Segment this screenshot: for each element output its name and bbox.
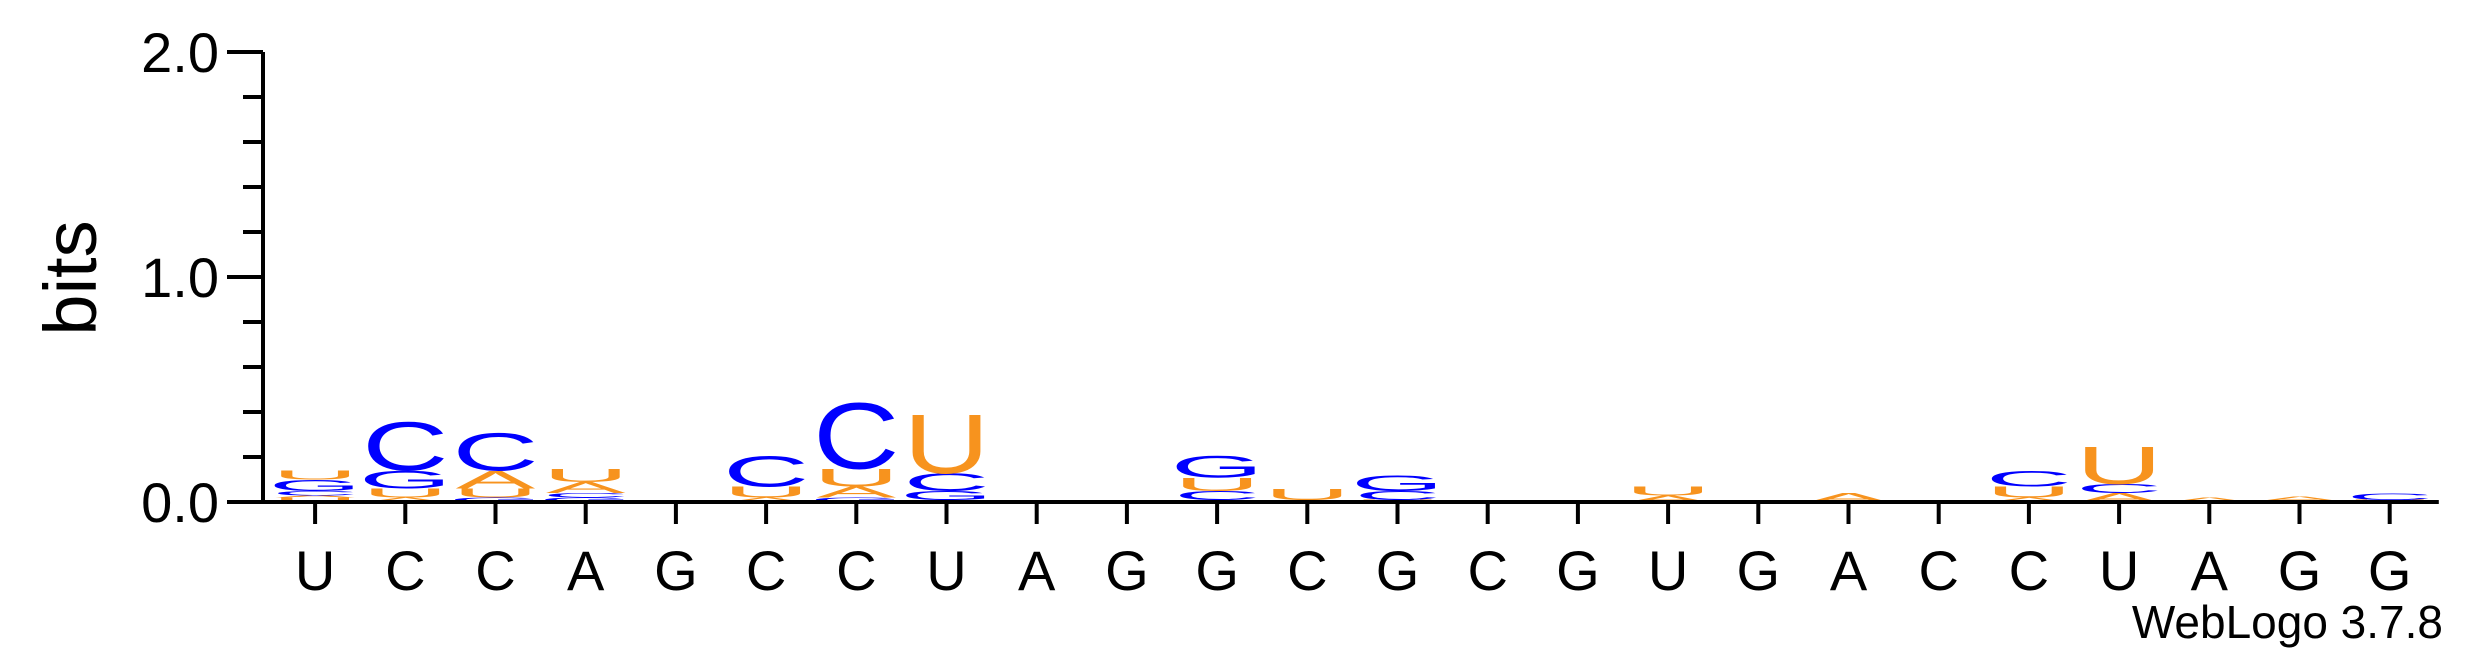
x-tick-label: U [1648,539,1688,602]
logo-letter-U: U [272,468,358,482]
x-tick-label: A [2191,539,2229,602]
logo-letter-U: U [1264,486,1350,504]
x-tick-label: C [836,539,876,602]
x-tick-label: A [567,539,605,602]
logo-letter-G: G [900,488,993,502]
x-tick-label: U [2099,539,2139,602]
logo-letter-C: C [813,383,899,488]
logo-letter-C: C [1354,488,1440,502]
logo-letter-A: A [546,479,626,497]
logo-letter-A: A [2169,496,2249,503]
logo-letter-U: U [2076,435,2162,495]
x-tick-label: A [1830,539,1868,602]
x-tick-label: C [1287,539,1327,602]
logo-letter-U: U [813,464,899,492]
logo-letter-C: C [362,408,448,485]
logo-letter-C: C [723,447,809,496]
x-tick-label: G [1556,539,1600,602]
logo-letter-G: G [269,477,362,495]
y-tick-label: 1.0 [141,246,219,309]
logo-letter-C: C [543,492,629,499]
logo-letter-A: A [1989,496,2069,503]
logo-letter-C: C [2076,482,2162,496]
logo-letter-G: G [1351,471,1444,496]
logo-letter-U: U [1625,484,1711,498]
logo-letter-C: C [272,490,358,497]
logo-letter-C: C [452,422,538,482]
x-tick-label: C [2009,539,2049,602]
y-tick-label: 2.0 [141,21,219,84]
x-tick-label: U [926,539,966,602]
x-tick-label: G [1737,539,1781,602]
axes: 0.01.02.0U C C A G C C U A G G C G C G U G A C C U A G G [141,21,2439,602]
x-tick-label: G [1105,539,1149,602]
logo-letter-G: G [449,496,542,503]
y-tick-label: 0.0 [141,471,219,534]
logo-letter-U: U [723,483,809,501]
x-tick-label: C [1467,539,1507,602]
logo-letter-G: G [539,496,632,503]
logo-letter-A: A [456,466,536,494]
x-tick-label: C [1918,539,1958,602]
logo-letter-A: A [2260,495,2340,502]
logo-letter-U: U [1986,483,2072,501]
logo-letter-G: G [810,496,903,503]
x-tick-label: G [654,539,698,602]
logo-letter-A: A [1628,493,1708,504]
x-tick-label: G [2368,539,2412,602]
logo-letter-G: G [359,466,452,494]
logo-letter-A: A [365,496,445,503]
logo-letter-C: C [2347,491,2433,502]
x-tick-label: C [385,539,425,602]
logo-letter-C: C [903,468,989,496]
logo-letter-A: A [726,496,806,503]
x-tick-label: C [746,539,786,602]
logo-letter-G: G [1171,449,1264,484]
logo-letter-U: U [452,486,538,500]
logo-letter-U: U [903,396,989,491]
x-tick-label: U [295,539,335,602]
x-tick-label: G [1195,539,1239,602]
weblogo-credit: WebLogo 3.7.8 [2131,596,2443,648]
logo-letter-C: C [1174,488,1260,502]
x-tick-label: C [475,539,515,602]
logo-stacks: UACGUAUGCGUACGCAUAAUCGAUCAGCUACACUGAUUCG… [269,383,2433,504]
logo-letter-U: U [543,465,629,486]
x-tick-label: G [2278,539,2322,602]
x-tick-label: G [1376,539,1420,602]
x-tick-label: A [1018,539,1056,602]
logo-letter-C: C [1986,467,2072,492]
y-axis-label: bits [29,220,112,335]
logo-letter-A: A [816,483,896,501]
logo-letter-U: U [1174,474,1260,495]
logo-letter-A: A [275,495,356,498]
logo-letter-U: U [362,486,448,500]
logo-letter-U: U [272,496,358,503]
